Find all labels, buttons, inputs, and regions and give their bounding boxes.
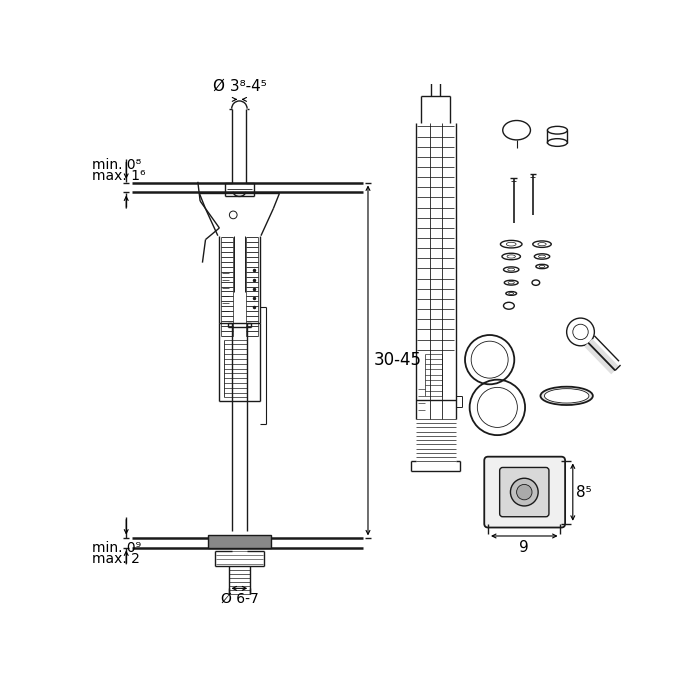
- Text: max. 2: max. 2: [92, 552, 139, 566]
- Text: max. 1⁶: max. 1⁶: [92, 169, 145, 183]
- Text: min. 0⁸: min. 0⁸: [92, 158, 141, 172]
- Text: 30-45: 30-45: [374, 351, 422, 370]
- Ellipse shape: [545, 389, 589, 403]
- Text: 8⁵: 8⁵: [576, 484, 592, 500]
- FancyBboxPatch shape: [500, 468, 549, 517]
- Circle shape: [517, 484, 532, 500]
- Text: 9: 9: [519, 540, 529, 555]
- Circle shape: [510, 478, 538, 506]
- FancyBboxPatch shape: [484, 456, 565, 528]
- Text: Ø 3⁸-4⁵: Ø 3⁸-4⁵: [213, 78, 266, 93]
- Text: Ø 6-7: Ø 6-7: [220, 592, 258, 606]
- Bar: [208, 536, 271, 547]
- Text: min. 0⁹: min. 0⁹: [92, 540, 141, 554]
- Ellipse shape: [540, 386, 593, 405]
